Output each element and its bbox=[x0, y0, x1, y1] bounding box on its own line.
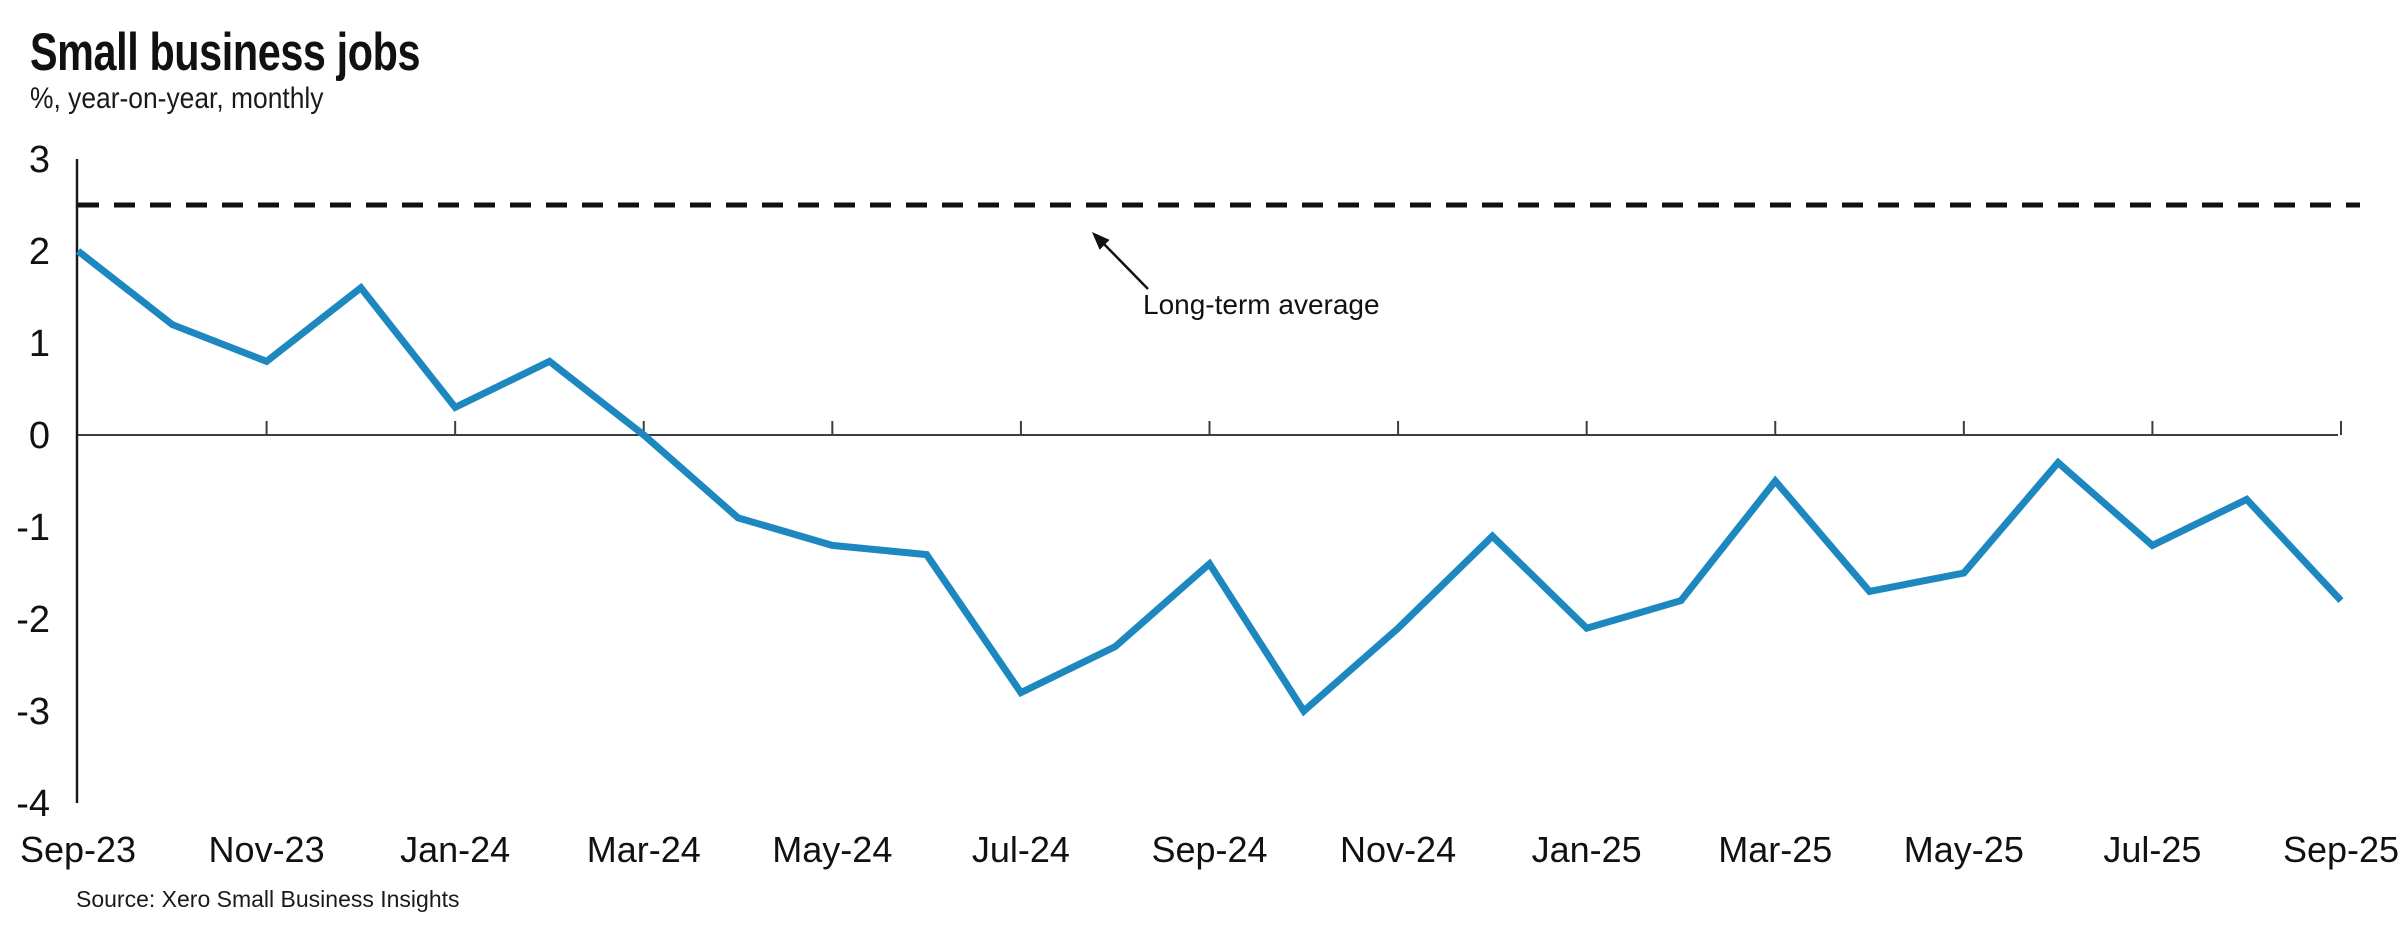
x-tick-label: May-25 bbox=[1904, 829, 2024, 870]
chart-title: Small business jobs bbox=[30, 23, 421, 82]
x-tick-label: Nov-24 bbox=[1340, 829, 1456, 870]
y-tick-label: 2 bbox=[29, 231, 50, 273]
x-tick-label: Jul-25 bbox=[2103, 829, 2201, 870]
y-tick-label: -3 bbox=[16, 691, 50, 733]
x-tick-label: Sep-24 bbox=[1151, 829, 1267, 870]
x-tick-label: Jan-25 bbox=[1532, 829, 1642, 870]
y-tick-label: -4 bbox=[16, 783, 50, 825]
x-tick-label: Sep-23 bbox=[20, 829, 136, 870]
source-note: Source: Xero Small Business Insights bbox=[76, 886, 460, 912]
annotation-arrowhead bbox=[1092, 232, 1110, 250]
x-tick-label: Jan-24 bbox=[400, 829, 510, 870]
y-tick-label: 3 bbox=[29, 139, 50, 181]
x-tick-label: Jul-24 bbox=[972, 829, 1070, 870]
y-tick-label: -1 bbox=[16, 507, 50, 549]
x-tick-label: Mar-24 bbox=[587, 829, 701, 870]
x-tick-label: Sep-25 bbox=[2283, 829, 2399, 870]
annotation-arrow bbox=[1102, 242, 1149, 290]
x-tick-label: Mar-25 bbox=[1718, 829, 1832, 870]
y-tick-label: -2 bbox=[16, 599, 50, 641]
jobs-data-line bbox=[75, 248, 2344, 717]
y-tick-label: 1 bbox=[29, 323, 50, 365]
annotation-label: Long-term average bbox=[1143, 289, 1380, 320]
x-tick-label: May-24 bbox=[772, 829, 892, 870]
chart-subtitle: %, year-on-year, monthly bbox=[30, 82, 324, 115]
y-tick-label: 0 bbox=[29, 415, 50, 457]
x-tick-label: Nov-23 bbox=[209, 829, 325, 870]
